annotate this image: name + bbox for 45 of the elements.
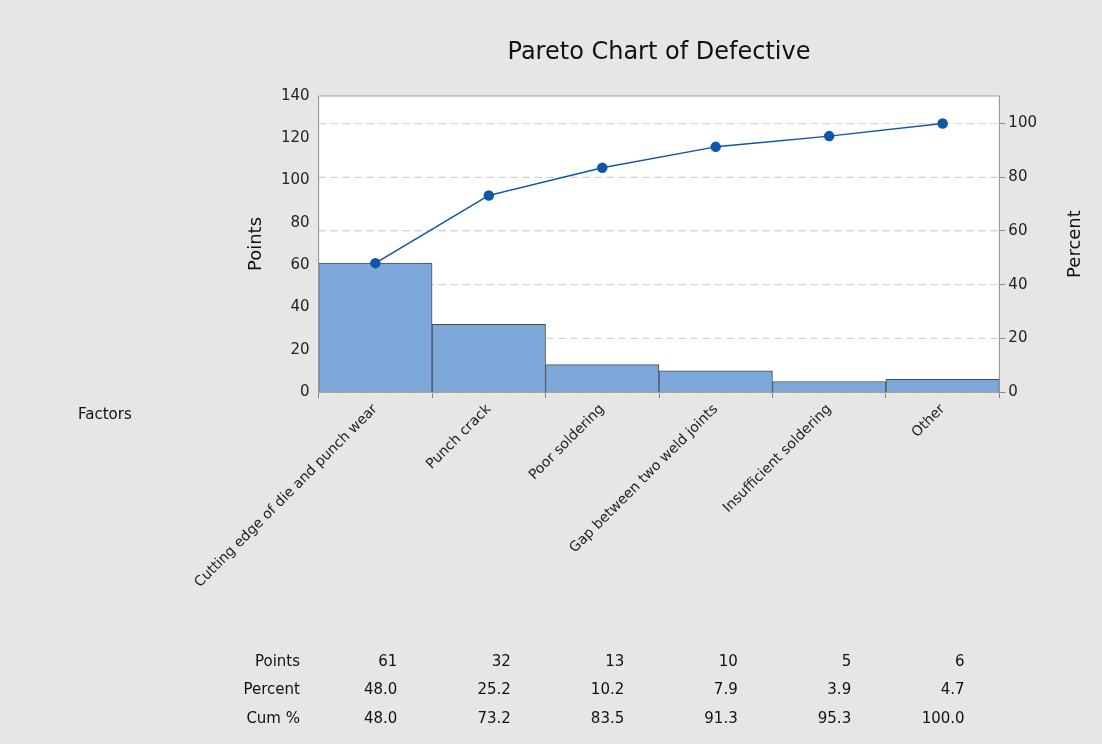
data-label: 13 <box>605 651 625 670</box>
text: 25.2 <box>477 680 511 699</box>
x-axis-title: Factors <box>78 404 132 423</box>
y2-tick-label: 40 <box>1008 274 1028 293</box>
point <box>370 257 381 269</box>
data-label: 32 <box>491 651 511 670</box>
y2-tick-label: 20 <box>1008 328 1028 347</box>
y2-tick-label: 60 <box>1008 220 1028 239</box>
data-label: 61 <box>378 651 398 670</box>
y-tick-label: 120 <box>280 128 310 147</box>
y-tick-label: 80 <box>290 212 310 231</box>
text: Points <box>254 651 301 670</box>
y-axis-title: Points <box>244 217 266 272</box>
y2-tick-label: 0 <box>1008 381 1018 400</box>
y2-axis-title: Percent <box>1062 210 1084 278</box>
data-label: 5 <box>841 651 852 670</box>
y-tick-label: 40 <box>290 297 310 316</box>
point <box>597 162 608 174</box>
y-tick-label: 0 <box>300 381 310 400</box>
y-tick-label: 140 <box>280 85 310 104</box>
data-label: 10 <box>718 651 738 670</box>
text: Cum % <box>246 708 300 727</box>
text: Percent <box>243 680 301 699</box>
y-tick-label: 100 <box>280 170 310 189</box>
y2-tick-label: 80 <box>1008 167 1028 186</box>
y-tick-label: 60 <box>290 255 310 274</box>
text: 10.2 <box>590 680 625 699</box>
text: 7.9 <box>713 680 738 699</box>
chart-title: Pareto Chart of Defective <box>507 37 811 66</box>
data-label: 91.3 <box>704 708 738 727</box>
point <box>483 190 495 201</box>
point <box>823 130 835 142</box>
text: 3.9 <box>827 680 852 699</box>
data-label: 6 <box>955 651 965 670</box>
y-tick-label: 20 <box>290 339 310 358</box>
data-label: 48.0 <box>363 708 398 727</box>
y2-tick-label: 100 <box>1008 113 1038 132</box>
text: 48.0 <box>363 680 398 699</box>
point <box>710 141 721 153</box>
data-label: 73.2 <box>477 708 511 727</box>
point <box>937 118 948 129</box>
data-label: 100.0 <box>921 708 965 727</box>
text: 4.7 <box>940 680 965 699</box>
data-label: 95.3 <box>817 708 852 727</box>
data-label: 83.5 <box>590 708 625 727</box>
